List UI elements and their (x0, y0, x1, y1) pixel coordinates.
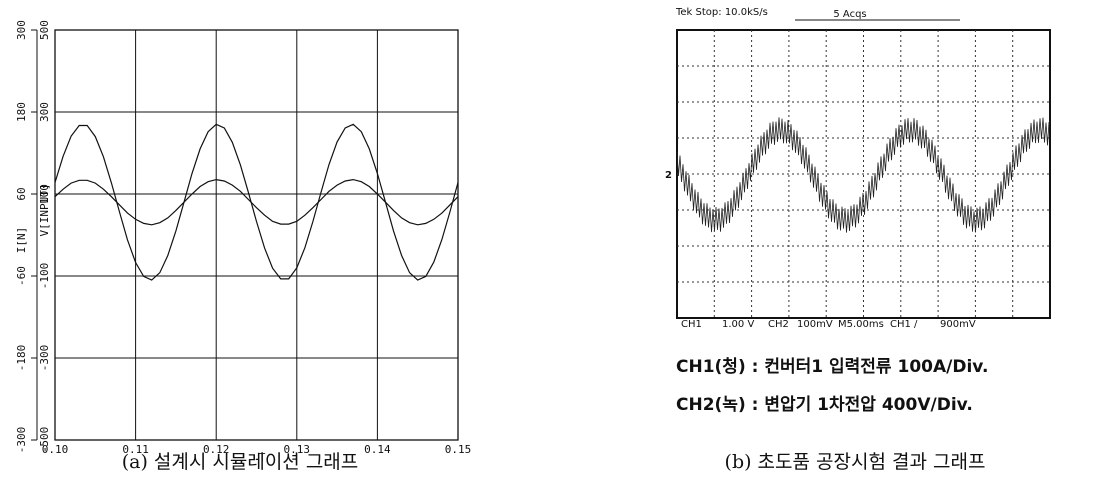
x-tick-label: 0.14 (364, 443, 391, 456)
caption: (a) 설계시 시뮬레이션 그래프 (122, 451, 359, 473)
x-tick-label: 0.11 (122, 443, 149, 456)
y-axis-label: V[INPUT] (38, 184, 51, 237)
y2-tick-label: 60 (15, 187, 28, 200)
scope-footer: / (914, 319, 918, 330)
y-tick-label: -300 (38, 345, 51, 372)
x-tick-label: 0.15 (445, 443, 472, 456)
y2-tick-label: 300 (15, 20, 28, 40)
scope-header: 5 Acqs (833, 9, 866, 20)
y-tick-label: 500 (38, 20, 51, 40)
caption: (b) 초도품 공장시험 결과 그래프 (725, 451, 986, 473)
x-axis-label: T (259, 451, 266, 464)
y-tick-label: -500 (38, 427, 51, 454)
x-tick-label: 0.13 (284, 443, 311, 456)
y2-tick-label: 180 (15, 102, 28, 122)
y2-tick-label: -180 (15, 345, 28, 372)
figure: (a) 설계시 시뮬레이션 그래프 (b) 초도품 공장시험 결과 그래프 0.… (0, 0, 1107, 485)
y2-tick-label: -300 (15, 427, 28, 454)
y-tick-label: 300 (38, 102, 51, 122)
scope-footer: 100mV (797, 319, 833, 330)
y2-axis-label: I[N] (15, 227, 28, 254)
scope-footer: CH2 (768, 319, 789, 330)
scope-header: Tek Stop: 10.0kS/s (675, 7, 768, 18)
scope-marker: 2 (665, 170, 672, 181)
scope-footer: 900mV (940, 319, 976, 330)
series-line (55, 124, 458, 280)
scope-note: CH2(녹) : 변압기 1차전압 400V/Div. (676, 394, 973, 415)
scope-footer: 1.00 V (722, 319, 754, 330)
page: {"chart_data": [ {"type": "line", "x": [… (0, 0, 1107, 489)
y-tick-label: -100 (38, 263, 51, 290)
x-tick-label: 0.12 (203, 443, 230, 456)
scope-footer: CH1 (890, 319, 911, 330)
scope-footer: CH1 (681, 319, 702, 330)
scope-note: CH1(청) : 컨버터1 입력전류 100A/Div. (676, 356, 988, 377)
series-line (55, 180, 458, 225)
scope-footer: M5.00ms (838, 319, 884, 330)
plot-frame (55, 30, 458, 440)
y2-tick-label: -60 (15, 266, 28, 286)
